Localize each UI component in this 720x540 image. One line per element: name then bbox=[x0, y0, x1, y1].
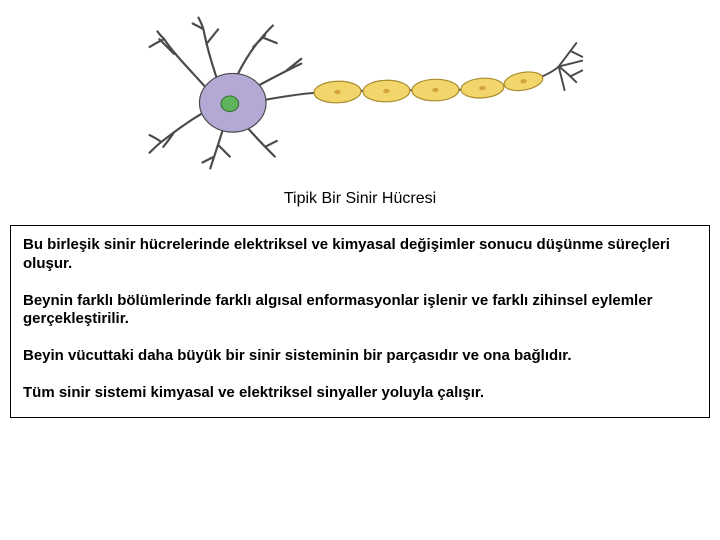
neuron-diagram bbox=[130, 8, 590, 178]
paragraph: Beyin vücuttaki daha büyük bir sinir sis… bbox=[23, 347, 697, 366]
paragraph: Tüm sinir sistemi kimyasal ve elektrikse… bbox=[23, 384, 697, 403]
description-box: Bu birleşik sinir hücrelerinde elektriks… bbox=[10, 225, 710, 418]
paragraph: Bu birleşik sinir hücrelerinde elektriks… bbox=[23, 236, 697, 274]
diagram-caption: Tipik Bir Sinir Hücresi bbox=[0, 190, 720, 208]
paragraph: Beynin farklı bölümlerinde farklı algısa… bbox=[23, 292, 697, 330]
